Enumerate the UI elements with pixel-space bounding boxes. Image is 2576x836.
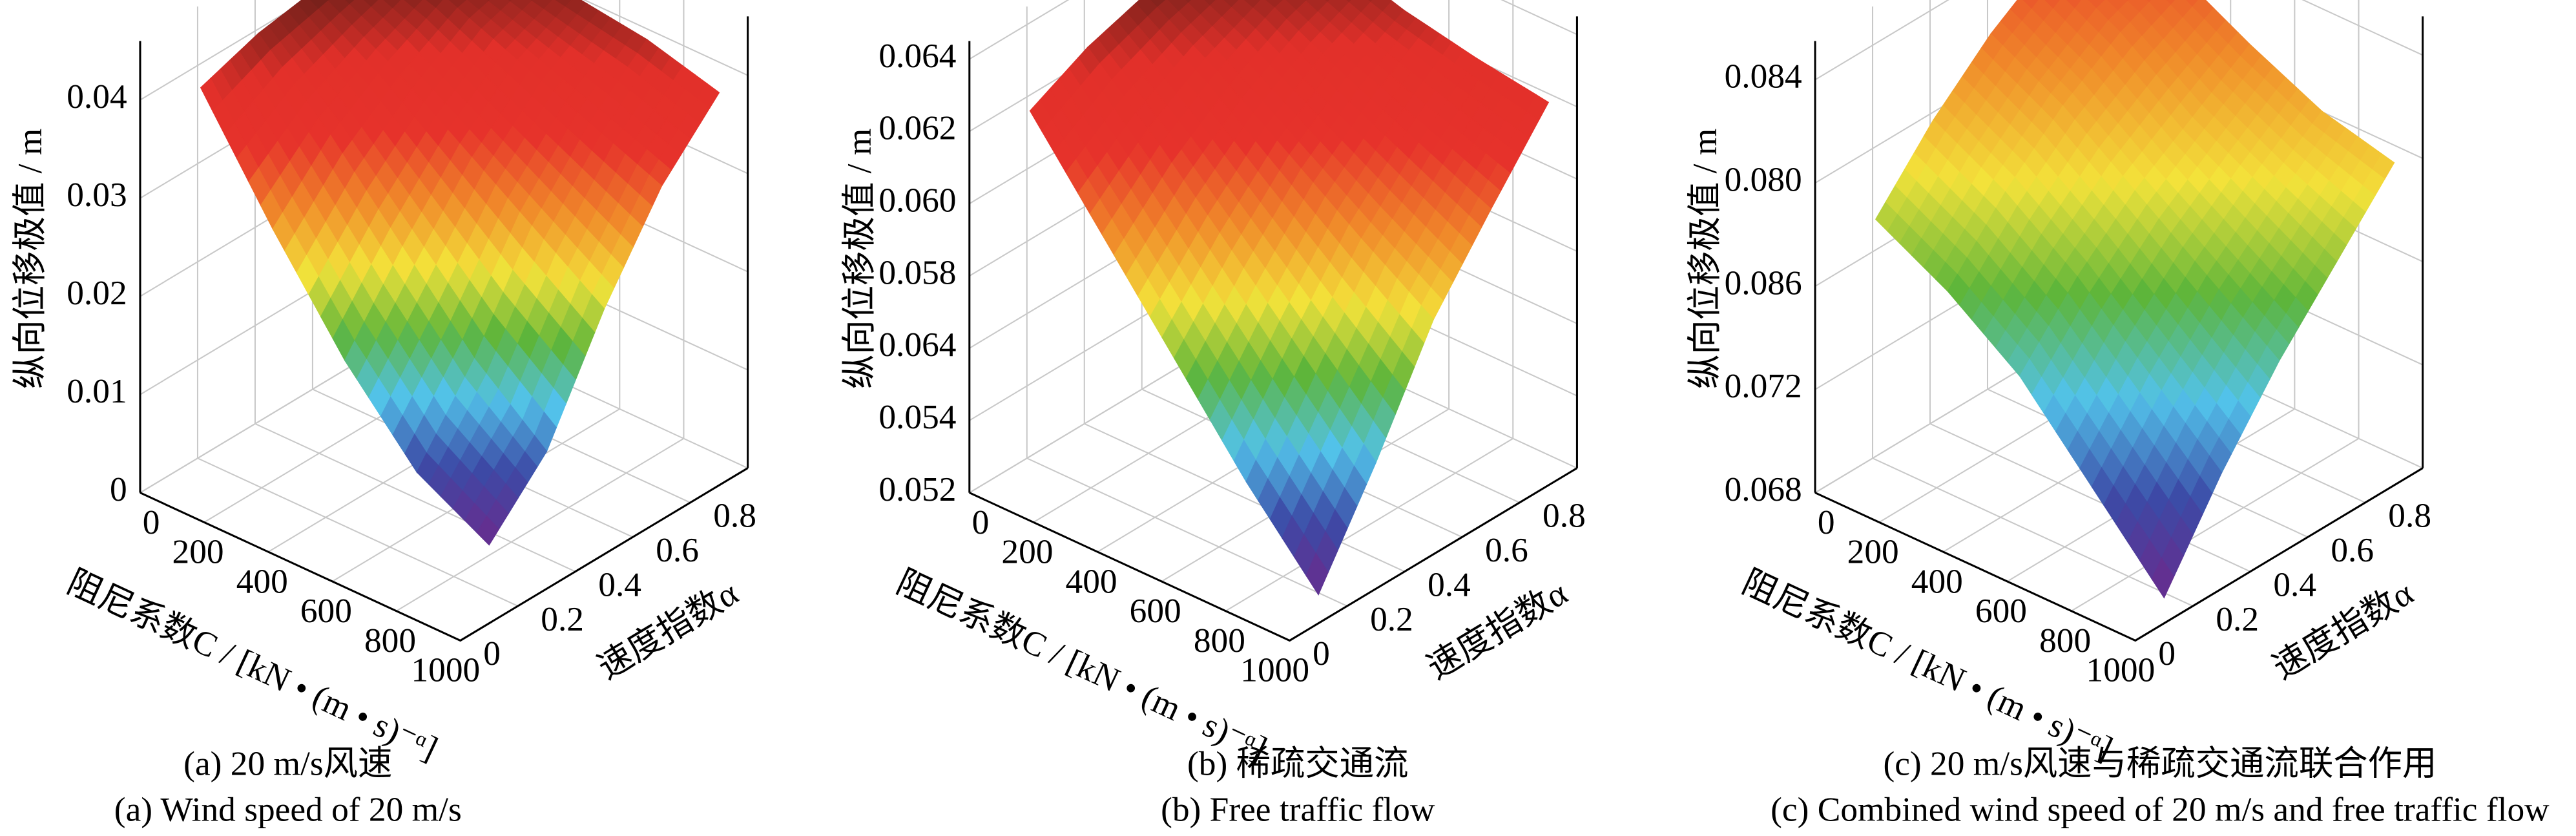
x-tick-label: 1000 [411, 651, 480, 689]
x-tick-label: 200 [172, 532, 224, 571]
z-tick-label: 0.084 [1725, 57, 1802, 96]
x-tick-label: 200 [1847, 532, 1899, 571]
x-tick-label: 400 [236, 561, 288, 600]
x-tick-label: 200 [1001, 532, 1053, 571]
z-tick-label: 0.080 [1725, 160, 1802, 199]
z-tick-label: 0.064 [878, 325, 956, 364]
x-tick-label: 800 [2039, 621, 2091, 660]
surface-patch [476, 516, 500, 546]
caption: (b) 稀疏交通流 [1187, 744, 1408, 782]
grid-line [969, 0, 1577, 60]
grid-line [140, 0, 749, 101]
z-tick-label: 0.052 [878, 470, 956, 508]
caption: (a) Wind speed of 20 m/s [114, 790, 462, 829]
x-tick-label: 400 [1911, 561, 1963, 600]
z-tick-label: 0.064 [878, 36, 956, 75]
x-tick-label: 0 [143, 503, 160, 541]
z-axis-title: 纵向位移极值 / m [10, 129, 49, 389]
y-tick-label: 0.6 [2331, 530, 2374, 569]
caption: (a) 20 m/s风速 [183, 744, 392, 782]
y-tick-label: 0.8 [1542, 496, 1586, 535]
y-tick-label: 0.2 [1370, 600, 1413, 638]
y-tick-label: 0.2 [2216, 600, 2259, 638]
axis-line [1814, 467, 2424, 642]
z-tick-label: 0.02 [67, 273, 127, 312]
caption: (c) Combined wind speed of 20 m/s and fr… [1771, 790, 2550, 829]
z-axis-title: 纵向位移极值 / m [840, 129, 878, 389]
axis-line [969, 467, 1578, 642]
z-tick-label: 0.03 [67, 175, 127, 214]
y-tick-label: 0 [483, 634, 501, 673]
y-tick-label: 0 [1313, 634, 1330, 673]
y-tick-label: 0.4 [598, 565, 641, 603]
caption: (b) Free traffic flow [1161, 790, 1435, 829]
y-tick-label: 0 [2158, 634, 2176, 673]
grid-line [1814, 0, 2424, 81]
surface-patch [2151, 557, 2175, 599]
y-tick-label: 0.8 [713, 496, 756, 535]
y-tick-label: 0.4 [1428, 565, 1471, 603]
caption: (c) 20 m/s风速与稀疏交通流联合作用 [1883, 744, 2436, 782]
x-tick-label: 0 [1818, 503, 1835, 541]
y-tick-label: 0.4 [2273, 565, 2316, 603]
z-tick-label: 0.086 [1725, 263, 1802, 302]
x-tick-label: 800 [364, 621, 416, 660]
surface-patch [1305, 552, 1329, 596]
z-tick-label: 0.04 [67, 77, 127, 116]
y-tick-label: 0.6 [1485, 530, 1528, 569]
z-tick-label: 0.068 [1725, 470, 1802, 508]
y-tick-label: 0.2 [541, 600, 584, 638]
axis-line [140, 467, 749, 642]
y-tick-label: 0.8 [2388, 496, 2431, 535]
z-tick-label: 0.058 [878, 253, 956, 291]
x-tick-label: 1000 [1240, 651, 1309, 689]
x-tick-label: 600 [1130, 591, 1181, 630]
z-tick-label: 0.054 [878, 397, 956, 436]
z-tick-label: 0.060 [878, 180, 956, 219]
x-tick-label: 600 [300, 591, 352, 630]
y-tick-label: 0.6 [656, 530, 699, 569]
x-tick-label: 0 [972, 503, 990, 541]
z-tick-label: 0.01 [67, 371, 127, 410]
z-tick-label: 0.062 [878, 109, 956, 147]
z-tick-label: 0 [110, 470, 127, 508]
z-tick-label: 0.072 [1725, 366, 1802, 405]
x-tick-label: 400 [1066, 561, 1117, 600]
x-tick-label: 600 [1975, 591, 2027, 630]
z-axis-title: 纵向位移极值 / m [1685, 129, 1724, 389]
x-tick-label: 1000 [2086, 651, 2155, 689]
x-tick-label: 800 [1194, 621, 1245, 660]
